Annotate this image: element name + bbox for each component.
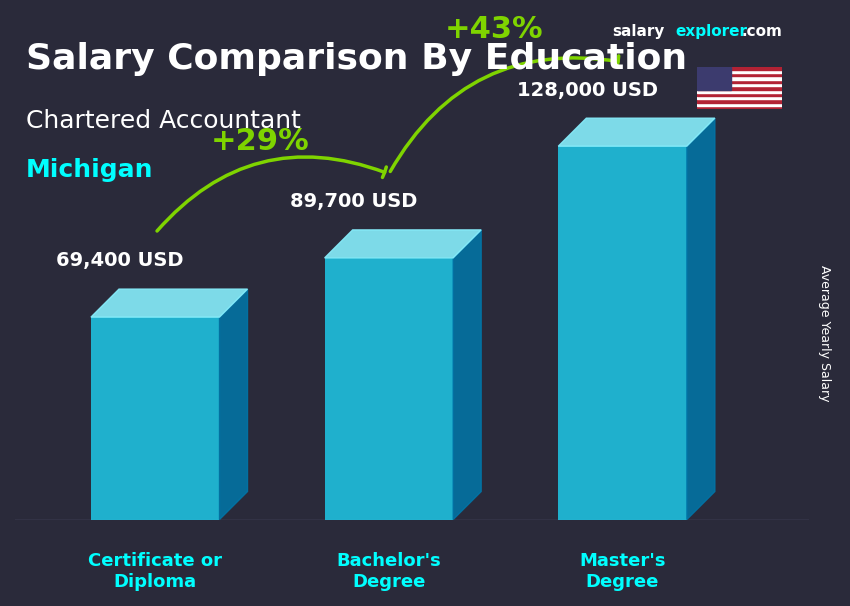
Text: explorer: explorer (676, 24, 748, 39)
Text: +43%: +43% (445, 15, 543, 44)
Text: Certificate or
Diploma: Certificate or Diploma (88, 552, 222, 591)
Text: .com: .com (741, 24, 782, 39)
Text: 69,400 USD: 69,400 USD (56, 251, 184, 270)
Bar (697, 70, 782, 73)
FancyBboxPatch shape (91, 317, 219, 519)
Bar (697, 90, 782, 93)
Text: Bachelor's
Degree: Bachelor's Degree (337, 552, 441, 591)
Bar (697, 86, 782, 90)
Bar (697, 76, 782, 80)
Bar (697, 106, 782, 109)
Bar (697, 96, 782, 99)
Text: +29%: +29% (211, 127, 309, 156)
Text: Michigan: Michigan (26, 158, 153, 182)
FancyBboxPatch shape (558, 146, 687, 519)
Bar (697, 80, 782, 83)
Polygon shape (91, 289, 247, 317)
Polygon shape (558, 118, 715, 146)
Polygon shape (453, 230, 481, 519)
Bar (697, 67, 782, 70)
Text: 128,000 USD: 128,000 USD (517, 81, 658, 99)
Bar (697, 93, 782, 96)
Bar (697, 67, 731, 90)
Bar (697, 102, 782, 106)
Bar (697, 83, 782, 86)
Text: Master's
Degree: Master's Degree (580, 552, 666, 591)
Polygon shape (325, 230, 481, 258)
Bar (697, 99, 782, 102)
Text: Salary Comparison By Education: Salary Comparison By Education (26, 42, 687, 76)
Text: Chartered Accountant: Chartered Accountant (26, 109, 300, 133)
Bar (697, 73, 782, 76)
FancyBboxPatch shape (325, 258, 453, 519)
Text: 89,700 USD: 89,700 USD (290, 192, 417, 211)
Text: Average Yearly Salary: Average Yearly Salary (818, 265, 831, 402)
Text: salary: salary (612, 24, 665, 39)
Polygon shape (219, 289, 247, 519)
Polygon shape (687, 118, 715, 519)
